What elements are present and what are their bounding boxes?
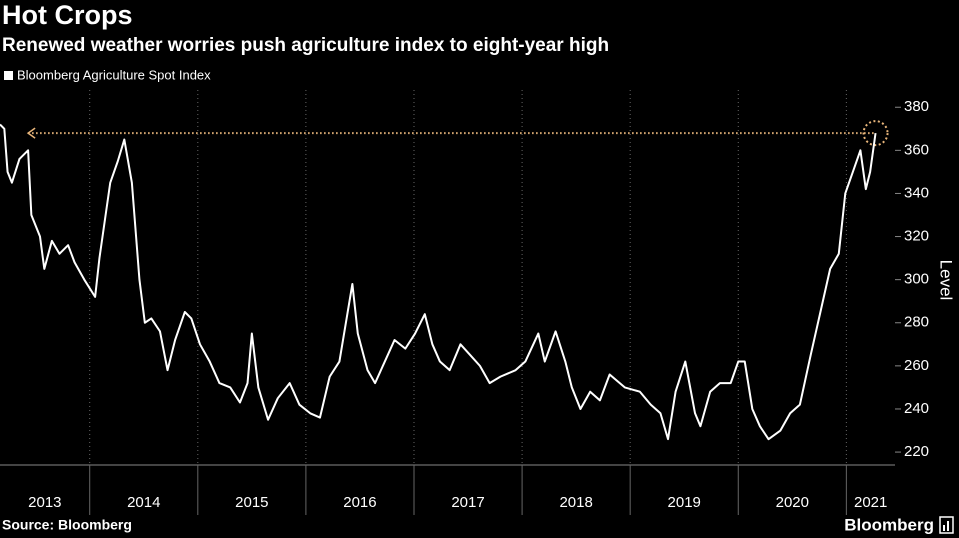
chart-title: Hot Crops <box>2 0 133 30</box>
x-tick-label: 2017 <box>451 494 484 511</box>
y-tick-label: 240 <box>904 400 929 417</box>
reference-arrow <box>26 127 36 139</box>
legend-swatch <box>4 71 13 80</box>
source: Source: Bloomberg <box>2 517 132 533</box>
x-tick-label: 2018 <box>559 494 592 511</box>
y-tick-label: 300 <box>904 271 929 288</box>
x-tick-label: 2019 <box>668 494 701 511</box>
icon-bar <box>943 525 945 531</box>
chart-subtitle: Renewed weather worries push agriculture… <box>2 35 609 56</box>
x-tick-label: 2016 <box>343 494 376 511</box>
icon-frame <box>939 516 954 534</box>
branding: Bloomberg <box>844 515 934 534</box>
y-axis-label: Level <box>937 260 956 301</box>
y-tick-label: 220 <box>904 443 929 460</box>
x-tick-label: 2015 <box>235 494 268 511</box>
x-tick-label: 2021 <box>854 494 887 511</box>
x-tick-label: 2020 <box>776 494 809 511</box>
x-tick-label: 2014 <box>127 494 160 511</box>
y-tick-label: 280 <box>904 314 929 331</box>
y-tick-label: 380 <box>904 98 929 115</box>
y-tick-label: 340 <box>904 184 929 201</box>
y-tick-label: 260 <box>904 357 929 374</box>
y-tick-label: 320 <box>904 228 929 245</box>
branding-icon <box>939 516 954 534</box>
x-tick-label: 2013 <box>28 494 61 511</box>
series-line <box>0 123 877 441</box>
icon-bar <box>947 521 949 531</box>
legend-label: Bloomberg Agriculture Spot Index <box>17 67 211 82</box>
reference-circle <box>862 120 889 147</box>
y-tick-label: 360 <box>904 141 929 158</box>
